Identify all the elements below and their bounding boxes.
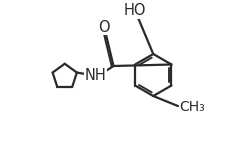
Text: HO: HO	[124, 3, 146, 18]
Text: NH: NH	[85, 68, 106, 82]
Text: O: O	[98, 20, 110, 34]
Text: CH₃: CH₃	[180, 100, 205, 114]
